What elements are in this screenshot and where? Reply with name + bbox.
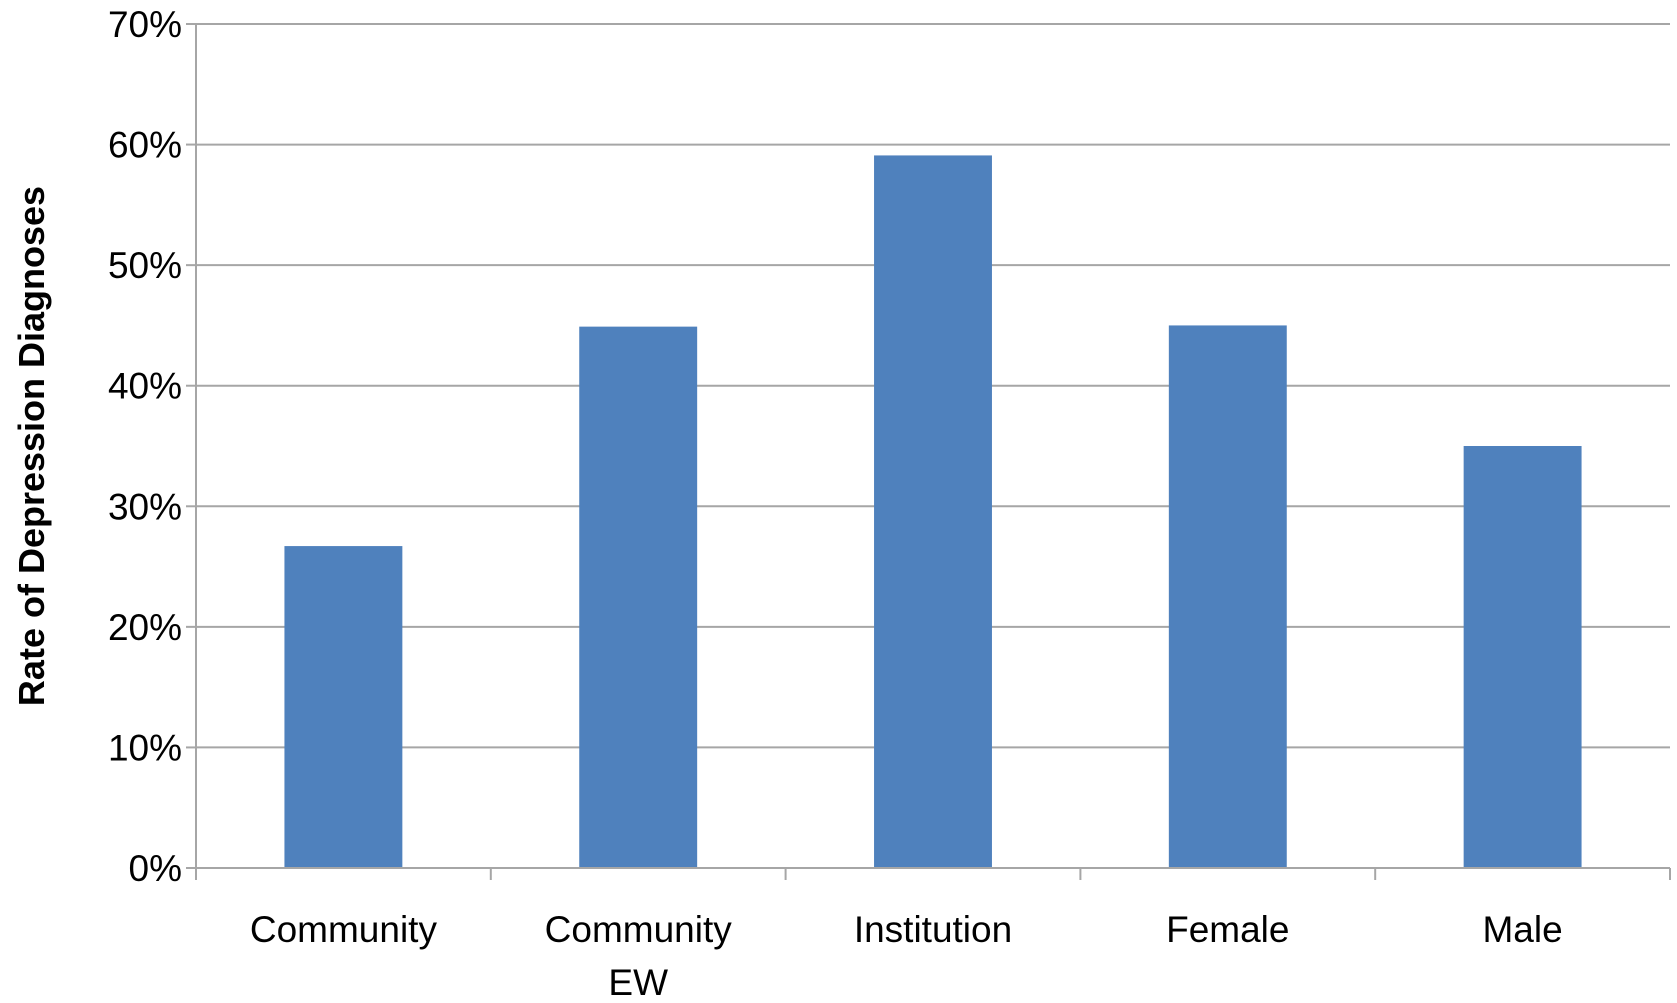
bar — [1169, 325, 1287, 868]
bar — [1464, 446, 1582, 868]
y-tick-label: 0% — [129, 848, 182, 889]
x-category-label: Female — [1166, 909, 1289, 950]
y-tick-label: 20% — [108, 607, 182, 648]
bars — [284, 155, 1581, 868]
x-category-label-line: Female — [1166, 909, 1289, 950]
y-tick-label: 10% — [108, 727, 182, 768]
y-tick-label: 30% — [108, 486, 182, 527]
bar — [579, 327, 697, 868]
bar — [874, 155, 992, 868]
y-tick-labels: 0% 10% 20% 30% 40% 50% 60% 70% — [108, 4, 182, 889]
y-tick-label: 50% — [108, 245, 182, 286]
y-tick-label: 70% — [108, 4, 182, 45]
x-category-label-line: Community — [545, 909, 733, 950]
y-tick-label: 40% — [108, 366, 182, 407]
y-axis-title: Rate of Depression Diagnoses — [11, 186, 52, 706]
bar — [284, 546, 402, 868]
x-category-label-line: Institution — [854, 909, 1012, 950]
x-category-label-line: Community — [250, 909, 438, 950]
x-category-label: Male — [1482, 909, 1562, 950]
x-category-label-line: Male — [1482, 909, 1562, 950]
x-category-labels: Community Community EW Institution Female Mal… — [250, 909, 1563, 1003]
x-category-label: Community — [250, 909, 438, 950]
x-category-label-line: EW — [608, 962, 668, 1003]
x-category-label: Institution — [854, 909, 1012, 950]
y-tick-label: 60% — [108, 125, 182, 166]
x-category-label: Community EW — [545, 909, 733, 1003]
